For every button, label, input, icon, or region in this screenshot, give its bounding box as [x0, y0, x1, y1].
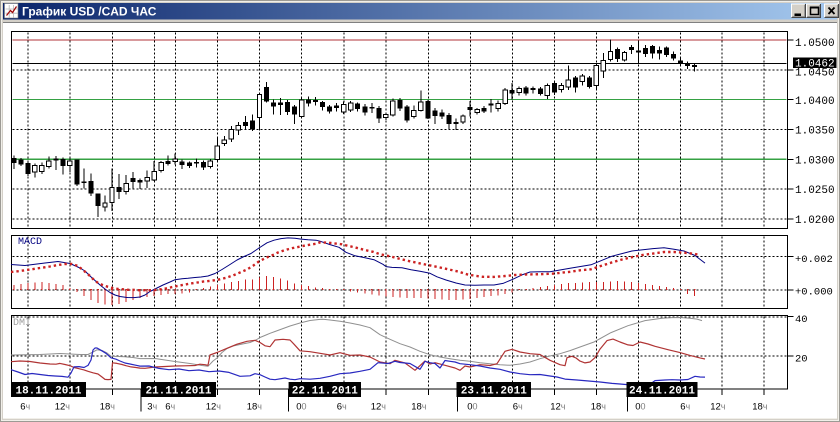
- svg-text:+0.002: +0.002: [795, 254, 833, 266]
- svg-text:1.0200: 1.0200: [795, 215, 835, 227]
- svg-text:18ч: 18ч: [100, 401, 116, 412]
- svg-text:12ч: 12ч: [371, 401, 387, 412]
- svg-text:6ч: 6ч: [680, 401, 690, 412]
- svg-text:00: 00: [467, 401, 477, 412]
- svg-text:12ч: 12ч: [206, 401, 222, 412]
- svg-text:1.0300: 1.0300: [795, 156, 835, 168]
- svg-text:18ч: 18ч: [752, 401, 768, 412]
- svg-text:24.11.2011: 24.11.2011: [629, 386, 695, 398]
- svg-text:6ч: 6ч: [165, 401, 175, 412]
- svg-text:+0.000: +0.000: [795, 287, 833, 299]
- svg-text:18ч: 18ч: [591, 401, 607, 412]
- svg-text:18.11.2011: 18.11.2011: [15, 386, 81, 398]
- svg-text:21.11.2011: 21.11.2011: [145, 386, 211, 398]
- svg-text:DMI: DMI: [13, 318, 31, 329]
- svg-text:1.0350: 1.0350: [795, 126, 835, 138]
- svg-text:00: 00: [296, 401, 306, 412]
- svg-text:12ч: 12ч: [55, 401, 71, 412]
- svg-text:MACD: MACD: [18, 237, 42, 248]
- svg-text:40: 40: [795, 314, 808, 326]
- svg-text:18ч: 18ч: [411, 401, 427, 412]
- svg-text:1.0500: 1.0500: [795, 38, 835, 50]
- svg-text:6ч: 6ч: [20, 401, 30, 412]
- svg-text:1.0250: 1.0250: [795, 185, 835, 197]
- svg-text:1.0400: 1.0400: [795, 96, 835, 108]
- svg-text:23.11.2011: 23.11.2011: [461, 386, 527, 398]
- svg-text:3ч: 3ч: [147, 401, 157, 412]
- svg-text:6ч: 6ч: [337, 401, 347, 412]
- svg-text:12ч: 12ч: [550, 401, 566, 412]
- svg-text:12ч: 12ч: [710, 401, 726, 412]
- svg-text:6ч: 6ч: [513, 401, 523, 412]
- svg-text:20: 20: [795, 354, 808, 366]
- svg-text:1.0462: 1.0462: [795, 58, 835, 70]
- svg-text:00: 00: [635, 401, 645, 412]
- svg-text:График USD /CAD ЧАС: График USD /CAD ЧАС: [22, 5, 157, 19]
- svg-text:22.11.2011: 22.11.2011: [292, 386, 358, 398]
- svg-text:1.0450: 1.0450: [795, 68, 835, 80]
- svg-text:18ч: 18ч: [247, 401, 263, 412]
